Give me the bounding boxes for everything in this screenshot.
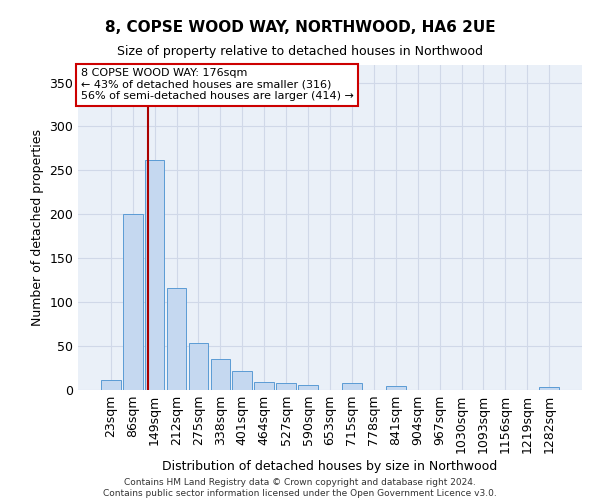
Bar <box>342 383 362 390</box>
Bar <box>276 383 296 390</box>
Text: Contains HM Land Registry data © Crown copyright and database right 2024.
Contai: Contains HM Land Registry data © Crown c… <box>103 478 497 498</box>
Text: 8, COPSE WOOD WAY, NORTHWOOD, HA6 2UE: 8, COPSE WOOD WAY, NORTHWOOD, HA6 2UE <box>104 20 496 35</box>
Bar <box>386 386 406 390</box>
Y-axis label: Number of detached properties: Number of detached properties <box>31 129 44 326</box>
Text: Size of property relative to detached houses in Northwood: Size of property relative to detached ho… <box>117 45 483 58</box>
Bar <box>232 370 252 390</box>
Bar <box>167 288 187 390</box>
Text: 8 COPSE WOOD WAY: 176sqm
← 43% of detached houses are smaller (316)
56% of semi-: 8 COPSE WOOD WAY: 176sqm ← 43% of detach… <box>80 68 353 102</box>
Bar <box>188 344 208 390</box>
X-axis label: Distribution of detached houses by size in Northwood: Distribution of detached houses by size … <box>163 460 497 473</box>
Bar <box>298 384 318 390</box>
Bar <box>145 160 164 390</box>
Bar <box>123 214 143 390</box>
Bar <box>101 380 121 390</box>
Bar <box>539 388 559 390</box>
Bar <box>254 382 274 390</box>
Bar <box>211 360 230 390</box>
